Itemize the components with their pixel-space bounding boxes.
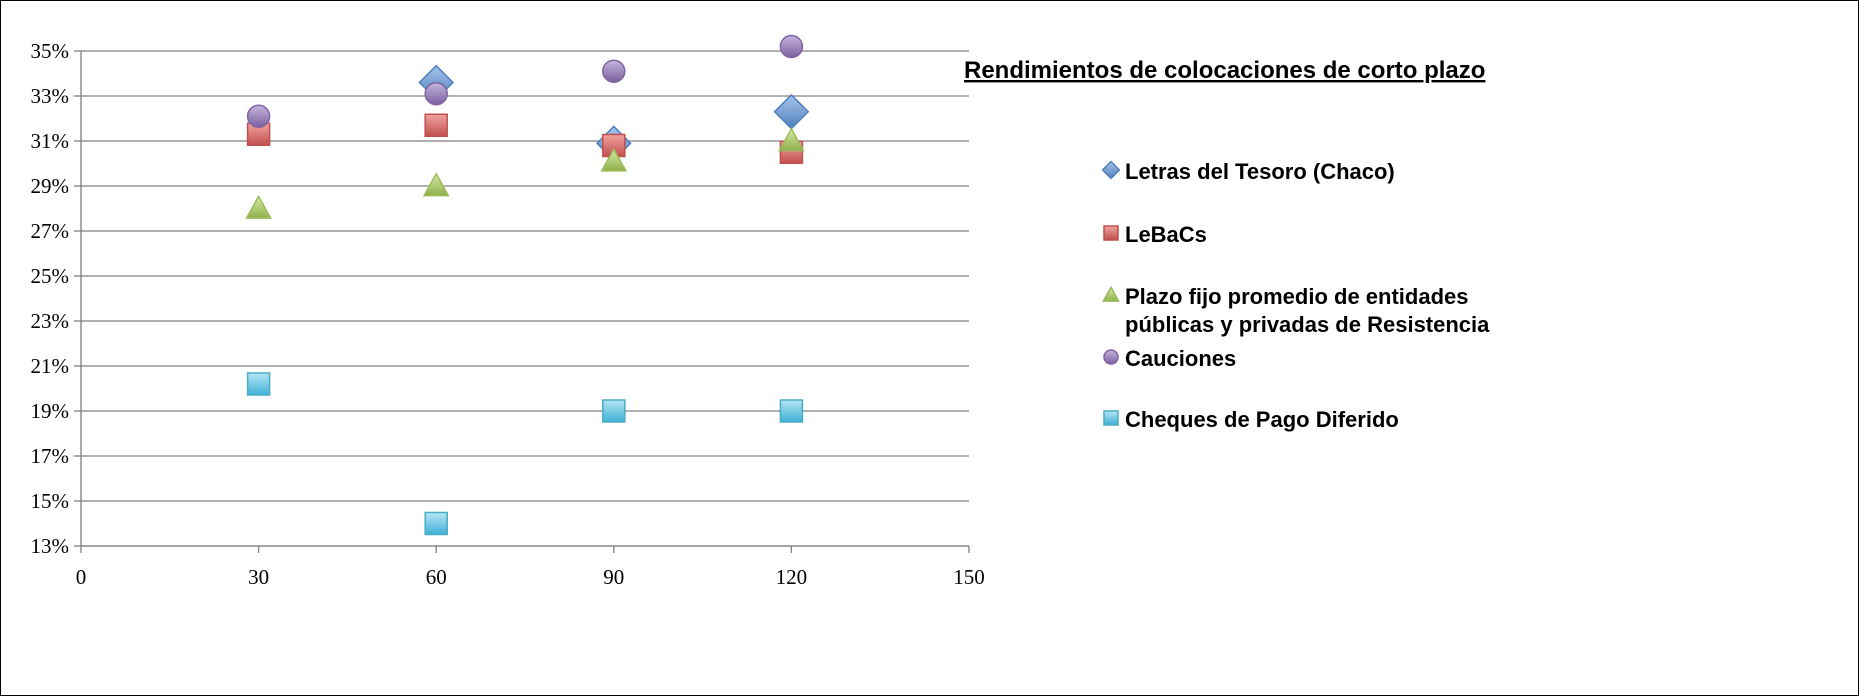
- y-tick-label: 23%: [31, 309, 70, 333]
- legend-item: Cauciones: [1103, 346, 1236, 371]
- data-point: [779, 399, 804, 423]
- y-tick-label: 27%: [31, 219, 70, 243]
- legend-label: LeBaCs: [1125, 222, 1207, 247]
- y-tick-label: 21%: [31, 354, 70, 378]
- y-tick-label: 35%: [31, 39, 70, 63]
- legend-label: Plazo fijo promedio de entidades públicas…: [1125, 284, 1490, 337]
- y-tick-label: 13%: [31, 534, 70, 558]
- data-point: [246, 372, 271, 396]
- x-tick-label: 30: [248, 565, 269, 589]
- data-point: [602, 59, 626, 83]
- x-tick-label: 60: [426, 565, 447, 589]
- data-point: [602, 399, 626, 423]
- data-point: [246, 104, 271, 128]
- legend: Letras del Tesoro (Chaco) LeBaCs Plazo fij…: [1101, 159, 1490, 432]
- series-4: [246, 34, 804, 128]
- y-tick-label: 15%: [31, 489, 70, 513]
- y-tick-label: 19%: [31, 399, 70, 423]
- legend-marker: [1103, 410, 1119, 426]
- legend-label: Letras del Tesoro (Chaco): [1125, 159, 1395, 184]
- legend-marker: [1103, 225, 1119, 241]
- legend-marker: [1102, 285, 1120, 302]
- x-tick-label: 150: [953, 565, 985, 589]
- tick-labels: 13% 15% 17% 19% 21% 23% 25% 27% 29% 31% 33% 35% 0 30 6…: [31, 39, 985, 589]
- y-tick-label: 25%: [31, 264, 70, 288]
- legend-item: Letras del Tesoro (Chaco): [1101, 159, 1395, 184]
- y-tick-label: 33%: [31, 84, 70, 108]
- series-2: [246, 113, 804, 164]
- data-point: [424, 82, 448, 106]
- data-point: [424, 113, 448, 137]
- data-points: [245, 34, 810, 536]
- axes: [74, 50, 970, 553]
- legend-label: Cheques de Pago Diferido: [1125, 407, 1399, 432]
- legend-item: LeBaCs: [1103, 222, 1207, 247]
- data-point: [773, 93, 810, 130]
- gridlines: [81, 50, 969, 547]
- x-tick-label: 120: [776, 565, 808, 589]
- y-tick-label: 31%: [31, 129, 70, 153]
- data-point: [779, 34, 804, 59]
- data-point: [600, 147, 628, 172]
- data-point: [422, 172, 450, 197]
- series-3: [245, 127, 805, 219]
- legend-marker: [1103, 349, 1119, 365]
- x-tick-label: 90: [603, 565, 624, 589]
- x-tick-label: 0: [76, 565, 87, 589]
- legend-item: Cheques de Pago Diferido: [1103, 407, 1399, 432]
- series-5: [246, 372, 804, 536]
- data-point: [778, 127, 805, 152]
- legend-item: Plazo fijo promedio de entidades públicas…: [1102, 284, 1490, 337]
- legend-label: Cauciones: [1125, 346, 1236, 371]
- chart-title: Rendimientos de colocaciones de corto pl…: [964, 57, 1485, 84]
- data-point: [245, 194, 272, 219]
- y-tick-label: 17%: [31, 444, 70, 468]
- y-tick-label: 29%: [31, 174, 70, 198]
- data-point: [424, 511, 448, 536]
- legend-marker: [1101, 160, 1121, 180]
